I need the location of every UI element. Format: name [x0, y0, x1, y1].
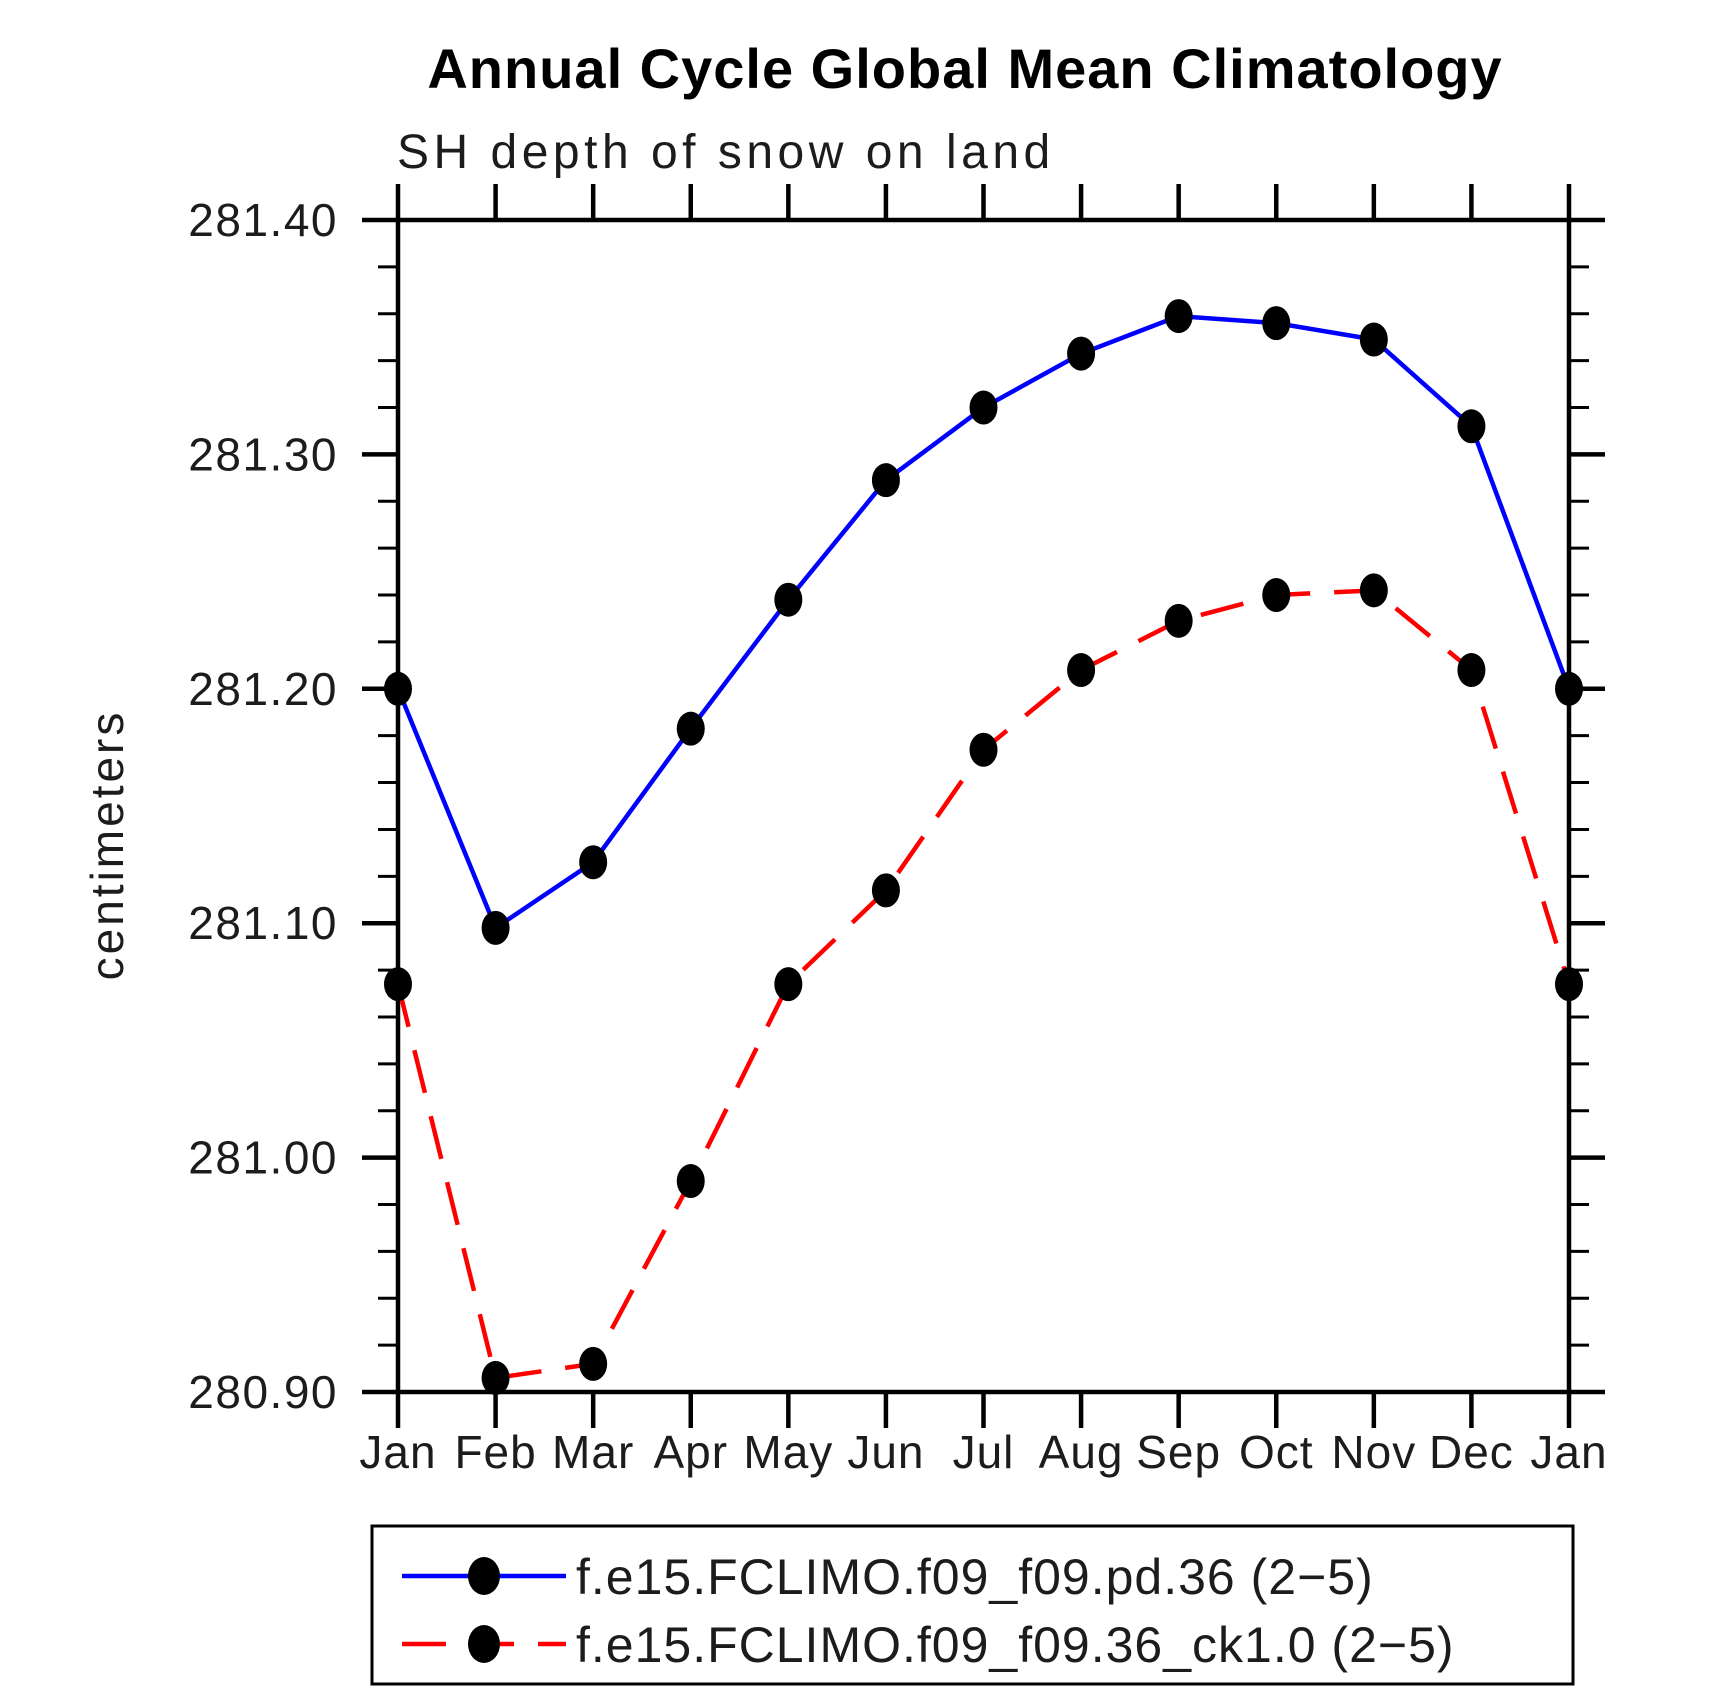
month-label: Oct	[1239, 1426, 1314, 1478]
data-point-marker	[1457, 653, 1486, 688]
legend-entry-series-1: f.e15.FCLIMO.f09_f09.pd.36 (2−5)	[402, 1549, 1374, 1605]
axis-labels: 280.90 281.00 281.10 281.20 281.30 281.40 Jan F…	[188, 194, 1607, 1478]
legend-marker-dot	[468, 1557, 500, 1595]
chart-subtitle: SH depth of snow on land	[397, 126, 1055, 179]
legend-entry-series-2: f.e15.FCLIMO.f09_f09.36_ck1.0 (2−5)	[402, 1617, 1455, 1673]
data-point-marker	[579, 1346, 608, 1381]
data-point-marker	[774, 967, 803, 1002]
y-tick-label: 281.00	[188, 1132, 338, 1184]
data-point-marker	[1067, 336, 1096, 371]
series-line-2	[395, 588, 1572, 1381]
month-label: Jun	[847, 1426, 924, 1478]
data-point-marker	[1164, 299, 1193, 334]
data-point-marker	[1164, 603, 1193, 638]
y-axis-title: centimeters	[81, 710, 133, 981]
data-point-marker	[481, 1360, 510, 1395]
plot-frame	[395, 217, 1572, 1395]
month-label: Apr	[653, 1426, 728, 1478]
month-label: Nov	[1331, 1426, 1416, 1478]
legend-label-series-1: f.e15.FCLIMO.f09_f09.pd.36 (2−5)	[576, 1549, 1374, 1605]
data-point-marker	[969, 390, 998, 425]
data-point-marker	[676, 711, 705, 746]
month-label: May	[743, 1426, 833, 1478]
data-point-marker	[384, 671, 412, 706]
legend-label-series-2: f.e15.FCLIMO.f09_f09.36_ck1.0 (2−5)	[576, 1617, 1455, 1673]
data-point-marker	[579, 845, 608, 880]
data-series	[384, 299, 1583, 1395]
data-point-marker	[1359, 573, 1388, 608]
month-label: Jan	[1530, 1426, 1607, 1478]
data-point-marker	[871, 873, 900, 908]
chart-title: Annual Cycle Global Mean Climatology	[427, 37, 1502, 100]
data-point-marker	[969, 732, 998, 767]
data-point-marker	[384, 967, 412, 1002]
data-point-marker	[871, 463, 900, 498]
month-label: Aug	[1039, 1426, 1124, 1478]
y-tick-label: 281.10	[188, 897, 338, 949]
y-tick-label: 280.90	[188, 1366, 338, 1418]
legend-marker-dot	[468, 1625, 500, 1663]
data-point-marker	[676, 1164, 705, 1199]
month-label: Dec	[1429, 1426, 1514, 1478]
data-point-marker	[774, 582, 803, 617]
data-point-marker	[1555, 967, 1583, 1002]
month-label: Mar	[552, 1426, 634, 1478]
axis-ticks	[362, 184, 1605, 1428]
y-tick-label: 281.40	[188, 194, 338, 246]
data-point-marker	[1457, 409, 1486, 444]
y-tick-label: 281.30	[188, 428, 338, 480]
data-point-marker	[1555, 671, 1583, 706]
legend: f.e15.FCLIMO.f09_f09.pd.36 (2−5) f.e15.F…	[370, 1524, 1575, 1686]
month-label: Jan	[359, 1426, 436, 1478]
y-tick-label: 281.20	[188, 663, 338, 715]
legend-box	[370, 1524, 1575, 1686]
data-point-marker	[1359, 322, 1388, 357]
data-point-marker	[481, 910, 510, 945]
month-label: Jul	[953, 1426, 1015, 1478]
month-label: Feb	[454, 1426, 536, 1478]
data-point-marker	[1067, 653, 1096, 688]
data-point-marker	[1262, 306, 1291, 341]
month-label: Sep	[1136, 1426, 1221, 1478]
data-point-marker	[1262, 578, 1291, 613]
